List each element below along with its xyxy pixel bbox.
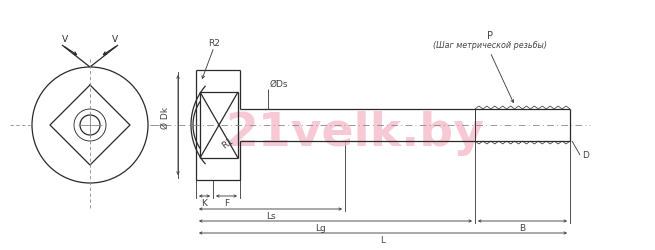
Text: L: L: [381, 236, 386, 244]
Text: Ø Dk: Ø Dk: [160, 106, 170, 128]
Text: F: F: [224, 199, 229, 208]
Text: V: V: [62, 35, 68, 44]
Text: B: B: [519, 224, 525, 232]
Text: 21velk.by: 21velk.by: [225, 110, 485, 155]
Text: V: V: [112, 35, 118, 44]
Text: P: P: [487, 31, 493, 41]
Text: R2: R2: [208, 38, 220, 47]
Text: (Шаг метрической резьбы): (Шаг метрической резьбы): [433, 41, 547, 50]
Text: ØDs: ØDs: [270, 79, 288, 88]
Text: K: K: [202, 199, 208, 208]
Text: R1: R1: [221, 136, 236, 150]
Text: D: D: [582, 151, 589, 160]
Text: Lg: Lg: [315, 224, 326, 232]
Text: Ls: Ls: [266, 212, 275, 220]
